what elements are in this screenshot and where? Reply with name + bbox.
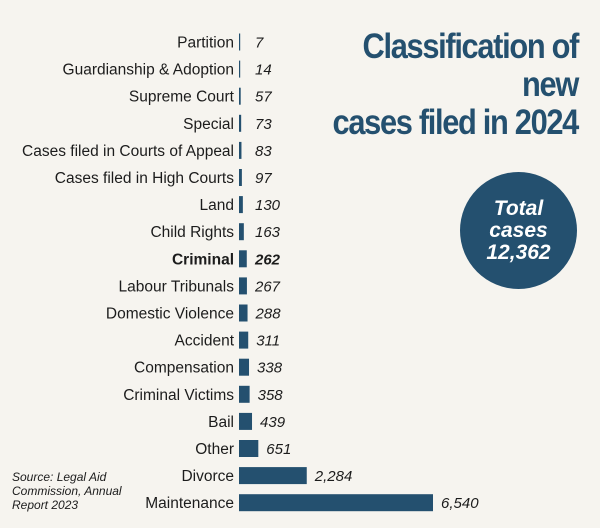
- bar-criminal-victims: [239, 385, 250, 403]
- value-label-cases-filed-in-courts-of-appeal: 83: [255, 143, 272, 160]
- title-line-2: cases filed in 2024: [332, 103, 580, 142]
- value-label-accident: 311: [256, 333, 280, 350]
- value-label-other: 651: [266, 441, 291, 458]
- bar-labour-tribunals: [239, 277, 247, 295]
- value-label-maintenance: 6,540: [441, 495, 479, 512]
- category-label-other: Other: [195, 441, 234, 458]
- category-label-land: Land: [200, 197, 234, 214]
- bar-cases-filed-in-high-courts: [239, 169, 242, 186]
- bar-bail: [239, 412, 253, 430]
- bar-guardianship-adoption: [239, 60, 241, 78]
- bar-supreme-court: [239, 87, 241, 105]
- value-label-guardianship-adoption: 14: [255, 62, 272, 79]
- source-line-3: Report 2023: [12, 498, 79, 512]
- source-line-2: Commission, Annual: [12, 484, 122, 498]
- category-label-bail: Bail: [208, 414, 234, 431]
- badge-line-1: Total: [493, 196, 544, 220]
- category-label-accident: Accident: [175, 333, 235, 350]
- title-line-1: Classification of new: [362, 27, 580, 104]
- bar-accident: [239, 331, 249, 349]
- value-label-cases-filed-in-high-courts: 97: [255, 170, 272, 187]
- value-label-compensation: 338: [257, 360, 283, 377]
- category-label-domestic-violence: Domestic Violence: [106, 306, 234, 323]
- source-note: Source: Legal Aid Commission, Annual Rep…: [12, 470, 142, 512]
- category-label-child-rights: Child Rights: [150, 224, 234, 241]
- value-label-supreme-court: 57: [255, 89, 272, 106]
- bar-other: [239, 440, 259, 457]
- bar-land: [239, 196, 243, 214]
- category-label-labour-tribunals: Labour Tribunals: [119, 278, 235, 295]
- value-label-special: 73: [255, 116, 272, 133]
- bar-compensation: [239, 358, 250, 376]
- value-label-criminal: 262: [254, 251, 281, 268]
- category-label-partition: Partition: [177, 35, 234, 52]
- category-label-special: Special: [183, 116, 234, 133]
- badge-line-2: cases: [489, 218, 548, 242]
- category-label-criminal: Criminal: [172, 251, 234, 268]
- category-label-supreme-court: Supreme Court: [129, 89, 235, 106]
- bar-divorce: [239, 467, 307, 485]
- value-label-labour-tribunals: 267: [254, 278, 281, 295]
- category-label-maintenance: Maintenance: [145, 495, 234, 512]
- value-label-partition: 7: [255, 35, 264, 52]
- category-label-compensation: Compensation: [134, 360, 234, 377]
- bar-maintenance: [239, 494, 433, 512]
- bar-domestic-violence: [239, 304, 248, 322]
- category-label-criminal-victims: Criminal Victims: [123, 387, 234, 404]
- value-label-land: 130: [255, 197, 281, 214]
- chart-title: Classification of new cases filed in 202…: [314, 27, 580, 142]
- value-label-bail: 439: [260, 414, 286, 431]
- category-label-divorce: Divorce: [181, 468, 234, 485]
- value-label-divorce: 2,284: [314, 468, 353, 485]
- bar-special: [239, 114, 242, 132]
- value-label-domestic-violence: 288: [255, 306, 282, 323]
- total-cases-badge: Total cases 12,362: [460, 172, 577, 289]
- category-label-cases-filed-in-high-courts: Cases filed in High Courts: [55, 170, 234, 187]
- bar-criminal: [239, 250, 247, 268]
- bar-child-rights: [239, 223, 244, 241]
- category-label-guardianship-adoption: Guardianship & Adoption: [63, 62, 234, 79]
- value-label-child-rights: 163: [255, 224, 281, 241]
- value-label-criminal-victims: 358: [258, 387, 284, 404]
- badge-total-value: 12,362: [486, 240, 551, 264]
- bar-cases-filed-in-courts-of-appeal: [239, 141, 242, 159]
- source-line-1: Source: Legal Aid: [12, 470, 107, 484]
- bar-partition: [239, 33, 241, 51]
- category-label-cases-filed-in-courts-of-appeal: Cases filed in Courts of Appeal: [22, 143, 234, 160]
